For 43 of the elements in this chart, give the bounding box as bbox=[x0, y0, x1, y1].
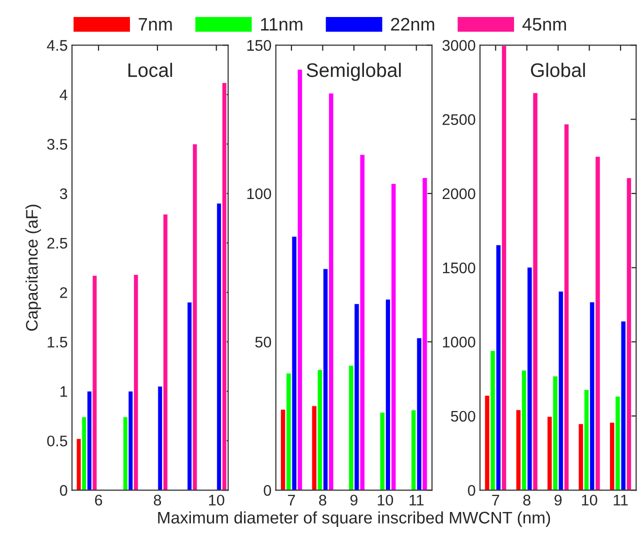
y-tick-label: 150 bbox=[247, 40, 272, 51]
y-tick-label: 0 bbox=[264, 485, 272, 496]
x-tick-label: 9 bbox=[554, 494, 562, 506]
y-tick-label: 1.5 bbox=[48, 336, 68, 348]
legend-label: 45nm bbox=[522, 18, 566, 31]
x-tick-label: 10 bbox=[378, 494, 394, 506]
y-tick-label: 2000 bbox=[442, 188, 476, 200]
x-tick-label: 7 bbox=[288, 494, 295, 506]
legend-label: 11nm bbox=[261, 18, 302, 31]
y-tick-label: 2500 bbox=[442, 114, 476, 126]
text: Global bbox=[530, 62, 585, 78]
y-tick-label: 4.5 bbox=[46, 40, 68, 51]
y-tick-label: 0.5 bbox=[47, 436, 68, 446]
legend-label: 22nm bbox=[391, 18, 434, 31]
y-tick-label: 1 bbox=[60, 386, 68, 397]
y-tick-label: 500 bbox=[450, 410, 476, 422]
x-tick-label: 9 bbox=[350, 494, 358, 506]
y-tick-label: 4 bbox=[60, 90, 68, 100]
text: Semiglobal bbox=[306, 62, 401, 81]
x-tick-label: 6 bbox=[95, 494, 102, 506]
y-tick-label: 3.5 bbox=[47, 138, 68, 150]
x-tick-label: 11 bbox=[614, 494, 628, 506]
y-tick-label: 50 bbox=[255, 336, 272, 348]
x-tick-label: 11 bbox=[410, 494, 424, 506]
y-tick-label: 1000 bbox=[443, 336, 476, 348]
y-tick-label: 0 bbox=[468, 485, 476, 496]
y-tick-label: 2.5 bbox=[47, 238, 68, 249]
y-tick-label: 3000 bbox=[442, 40, 476, 51]
y-tick-label: 2 bbox=[60, 287, 68, 298]
text: Local bbox=[128, 62, 172, 78]
y-axis-title: Capacitance (aF) bbox=[26, 204, 42, 331]
x-tick-label: 8 bbox=[523, 494, 530, 506]
x-tick-label: 10 bbox=[209, 494, 224, 506]
y-tick-label: 1500 bbox=[443, 262, 476, 274]
x-axis-title: Maximum diameter of square inscribed MWCNT (nm) bbox=[158, 511, 550, 527]
legend-label: 7nm bbox=[138, 18, 172, 31]
x-tick-label: 7 bbox=[492, 494, 500, 506]
y-tick-label: 0 bbox=[60, 485, 68, 496]
x-tick-label: 10 bbox=[582, 494, 598, 506]
x-tick-label: 8 bbox=[319, 494, 326, 506]
y-tick-label: 3 bbox=[60, 188, 68, 200]
y-tick-label: 100 bbox=[247, 188, 272, 200]
x-tick-label: 8 bbox=[154, 494, 162, 506]
